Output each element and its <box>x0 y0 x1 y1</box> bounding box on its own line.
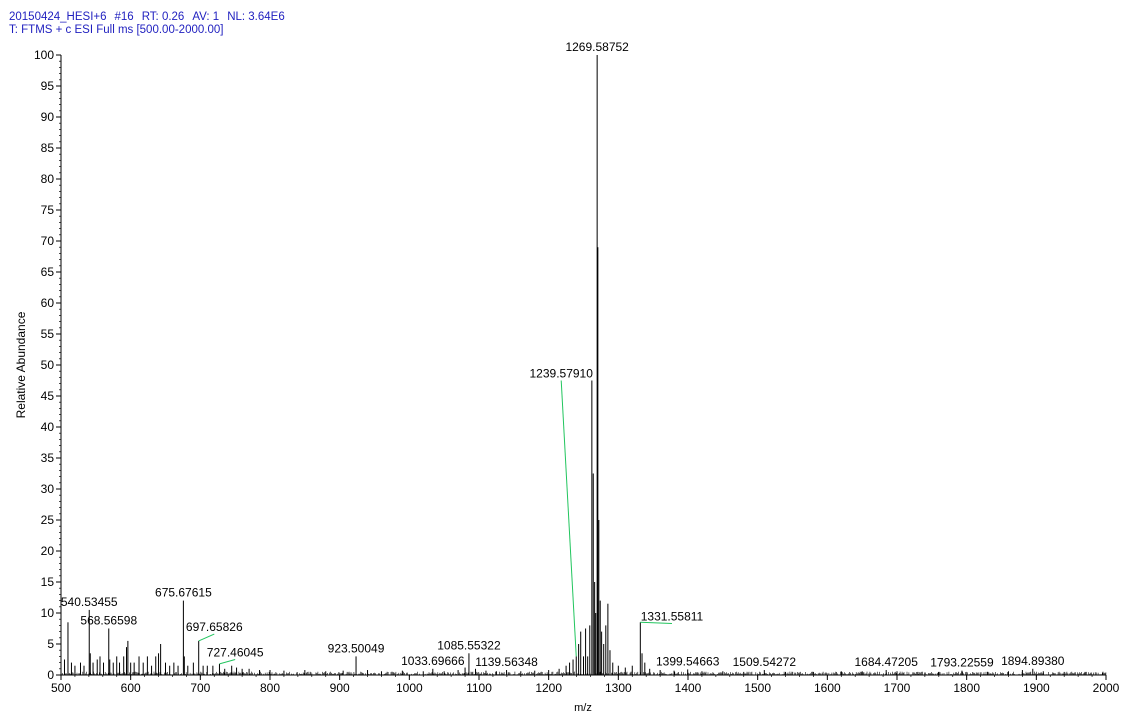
retention-time: RT: 0.26 <box>141 11 185 23</box>
peak-label: 697.65826 <box>186 620 243 634</box>
peak-label: 1509.54272 <box>733 655 797 669</box>
x-tick-label: 1800 <box>953 681 980 695</box>
x-tick-label: 900 <box>330 681 350 695</box>
y-tick-label: 65 <box>41 265 55 279</box>
y-axis-label: Relative Abundance <box>14 311 28 418</box>
x-tick-label: 2000 <box>1093 681 1120 695</box>
peak-label: 1033.69666 <box>401 654 465 668</box>
y-tick-label: 55 <box>41 327 55 341</box>
normalization-level: NL: 3.64E6 <box>227 11 285 23</box>
x-tick-label: 600 <box>121 681 141 695</box>
y-tick-label: 45 <box>41 389 55 403</box>
y-tick-label: 35 <box>41 451 55 465</box>
x-tick-label: 1400 <box>675 681 702 695</box>
peak-label: 923.50049 <box>328 641 385 655</box>
peak-label: 727.46045 <box>207 646 264 660</box>
y-tick-label: 5 <box>47 637 54 651</box>
peak-label: 1331.55811 <box>641 610 704 624</box>
scan-header: 20150424_HESI+6 #16 RT: 0.26 AV: 1 NL: 3.64E… <box>9 11 293 24</box>
y-tick-label: 25 <box>41 513 55 527</box>
peak-label: 1684.47205 <box>854 655 918 669</box>
peak-label: 1085.55322 <box>437 638 501 652</box>
x-tick-label: 500 <box>51 681 71 695</box>
x-tick-label: 1700 <box>884 681 911 695</box>
x-tick-label: 1300 <box>605 681 632 695</box>
peak-label-leader <box>560 380 577 657</box>
y-tick-label: 95 <box>41 79 55 93</box>
peak-label: 1139.56348 <box>475 655 538 669</box>
y-tick-label: 10 <box>41 606 55 620</box>
y-tick-label: 70 <box>41 234 55 248</box>
averaged-scans: AV: 1 <box>192 11 220 23</box>
y-tick-label: 15 <box>41 575 55 589</box>
scan-number: #16 <box>114 11 134 23</box>
x-tick-label: 800 <box>260 681 280 695</box>
x-axis-label: m/z <box>574 702 592 713</box>
x-tick-label: 1600 <box>814 681 841 695</box>
peak-label-leader <box>219 659 236 665</box>
x-tick-label: 1200 <box>535 681 562 695</box>
peak-label: 540.53455 <box>61 595 118 609</box>
y-tick-label: 30 <box>41 482 55 496</box>
peak-label-leader <box>198 633 215 642</box>
peak-label: 568.56598 <box>80 614 137 628</box>
y-tick-label: 40 <box>41 420 55 434</box>
peak-label: 1793.22559 <box>930 656 994 670</box>
y-tick-label: 80 <box>41 172 55 186</box>
peak-labels: 540.53455 568.56598 675.67615 697.65826 727.… <box>61 40 1065 670</box>
y-tick-label: 100 <box>34 48 54 62</box>
x-tick-label: 700 <box>190 681 210 695</box>
y-tick-label: 60 <box>41 296 55 310</box>
peak-label: 675.67615 <box>155 586 212 600</box>
y-tick-label: 20 <box>41 544 55 558</box>
x-tick-label: 1000 <box>396 681 423 695</box>
x-tick-label: 1100 <box>466 681 492 695</box>
scan-filter: T: FTMS + c ESI Full ms [500.00-2000.00] <box>9 24 224 36</box>
peak-label: 1399.54663 <box>656 654 720 668</box>
peak-label: 1894.89380 <box>1001 654 1065 668</box>
y-tick-label: 50 <box>41 358 55 372</box>
file-name: 20150424_HESI+6 <box>9 11 107 23</box>
peak-label-leader <box>640 621 672 625</box>
peak-label: 1269.58752 <box>565 40 629 54</box>
x-tick-label: 1500 <box>744 681 771 695</box>
y-tick-label: 75 <box>41 203 55 217</box>
y-tick-label: 90 <box>41 110 55 124</box>
x-tick-label: 1900 <box>1023 681 1050 695</box>
y-tick-label: 85 <box>41 141 55 155</box>
peaks <box>61 55 1107 675</box>
y-tick-label: 0 <box>47 668 54 682</box>
peak-label: 1239.57910 <box>530 367 594 381</box>
